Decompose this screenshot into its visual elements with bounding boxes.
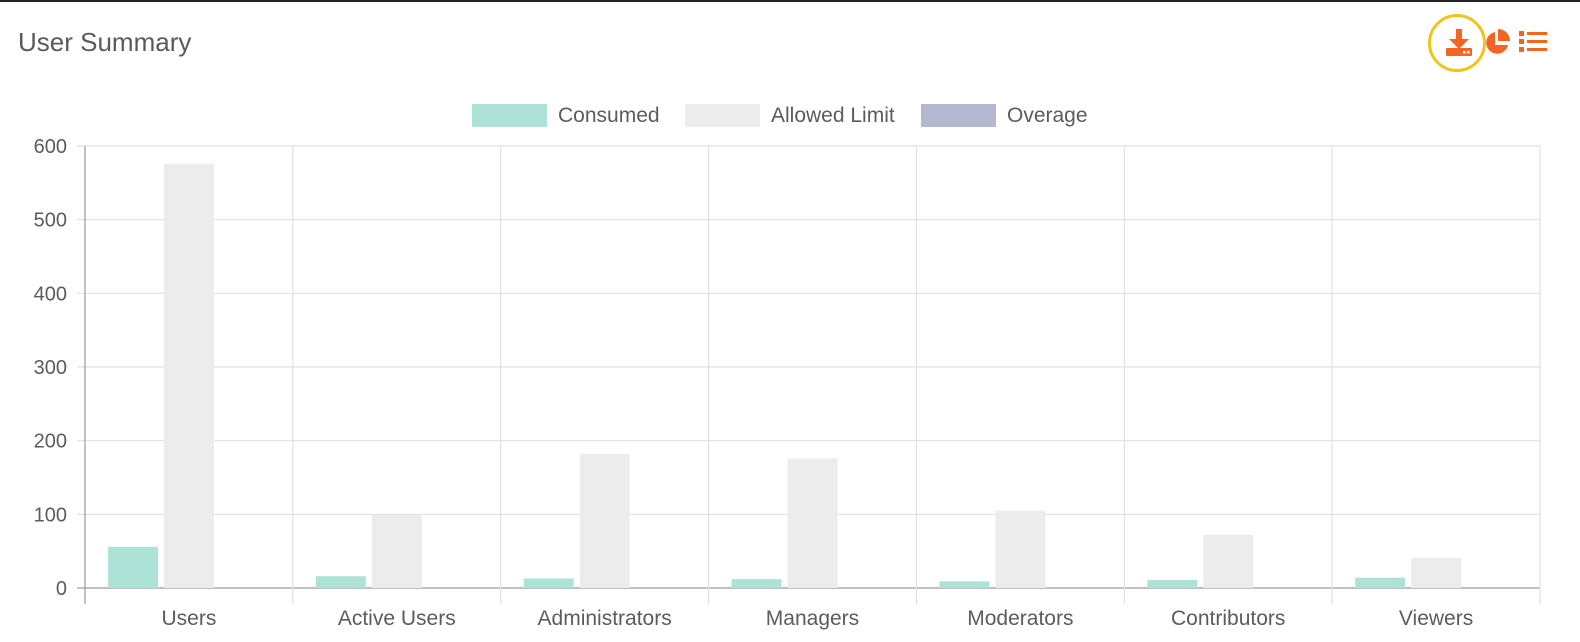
y-tick-label-0: 0 (56, 578, 67, 600)
panel-title: User Summary (18, 27, 192, 57)
legend-swatch-0[interactable] (472, 104, 547, 127)
top-border (0, 0, 1580, 2)
bar-allowed-limit-3[interactable] (787, 458, 838, 588)
y-tick-label-3: 300 (34, 357, 67, 379)
y-tick-label-4: 400 (34, 283, 67, 305)
pie-view-button[interactable] (1483, 29, 1511, 57)
list-icon (1519, 31, 1547, 52)
x-category-label-6: Viewers (1399, 607, 1473, 630)
y-tick-label-2: 200 (34, 431, 67, 453)
bar-chart: Consumed Allowed Limit Overage 0 100 200 300 40… (34, 104, 1541, 630)
y-tick-label-1: 100 (34, 504, 67, 526)
legend-label-2[interactable]: Overage (1007, 104, 1088, 127)
bar-consumed-3[interactable] (731, 579, 782, 588)
x-category-label-3: Managers (766, 607, 859, 630)
x-category-label-5: Contributors (1171, 607, 1285, 630)
list-view-button[interactable] (1519, 30, 1547, 54)
bar-allowed-limit-0[interactable] (164, 163, 214, 588)
bar-allowed-limit-5[interactable] (1203, 534, 1254, 588)
download-button[interactable] (1428, 14, 1486, 72)
legend-label-1[interactable]: Allowed Limit (771, 104, 895, 127)
bar-allowed-limit-6[interactable] (1411, 557, 1462, 588)
chart-toolbar (1428, 14, 1568, 74)
user-summary-chart: Consumed Allowed Limit Overage 0 100 200 300 40… (0, 90, 1580, 642)
legend-swatch-1[interactable] (685, 104, 760, 127)
x-category-label-4: Moderators (967, 607, 1073, 630)
download-icon (1446, 29, 1472, 56)
bar-consumed-4[interactable] (939, 581, 990, 588)
bar-consumed-6[interactable] (1355, 577, 1406, 588)
pie-chart-icon (1486, 29, 1510, 54)
x-category-label-2: Administrators (538, 607, 672, 630)
y-tick-label-5: 500 (34, 210, 67, 232)
bar-consumed-2[interactable] (523, 578, 574, 588)
bar-consumed-5[interactable] (1147, 579, 1198, 588)
bar-allowed-limit-2[interactable] (579, 453, 630, 588)
legend-swatch-2[interactable] (921, 104, 996, 127)
legend-label-0[interactable]: Consumed (558, 104, 660, 127)
bar-consumed-1[interactable] (315, 576, 366, 588)
x-category-label-1: Active Users (338, 607, 456, 630)
bar-allowed-limit-4[interactable] (995, 510, 1046, 588)
bar-consumed-0[interactable] (108, 546, 158, 588)
bar-allowed-limit-1[interactable] (371, 515, 422, 588)
y-tick-label-6: 600 (34, 136, 67, 158)
x-category-label-0: Users (162, 607, 217, 630)
